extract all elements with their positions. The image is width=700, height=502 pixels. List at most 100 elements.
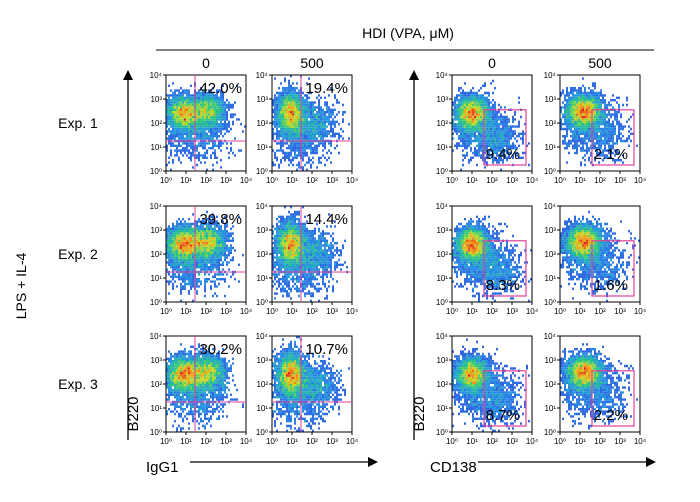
density-cells bbox=[276, 352, 328, 404]
density-cells bbox=[586, 369, 588, 372]
figure-title: HDI (VPA, μM) bbox=[362, 25, 454, 41]
density-cells bbox=[170, 362, 214, 387]
x-tick-label: 10⁴ bbox=[526, 176, 539, 185]
density-cells bbox=[166, 357, 224, 399]
density-cells bbox=[454, 225, 502, 276]
density-cells bbox=[572, 230, 596, 252]
density-cells bbox=[470, 111, 472, 114]
density-cells bbox=[272, 82, 344, 169]
density-cells bbox=[280, 96, 318, 133]
density-cells bbox=[286, 234, 288, 238]
density-cells bbox=[290, 111, 292, 114]
y-tick-label: 10¹ bbox=[544, 274, 556, 283]
density-cells bbox=[470, 234, 480, 245]
x-tick-label: 10² bbox=[486, 437, 498, 446]
density-cells bbox=[282, 362, 302, 387]
density-cells bbox=[452, 338, 530, 432]
density-cells bbox=[464, 232, 482, 254]
density-cells bbox=[476, 237, 478, 240]
density-cells bbox=[584, 242, 586, 245]
x-tick-label: 10³ bbox=[506, 176, 518, 185]
y-tick-label: 10¹ bbox=[436, 143, 448, 152]
density-cells bbox=[288, 362, 296, 372]
x-tick-label: 10⁰ bbox=[160, 307, 172, 316]
density-cells bbox=[476, 372, 478, 377]
density-cells bbox=[468, 364, 476, 382]
y-tick-label: 10⁴ bbox=[436, 202, 449, 211]
density-cells bbox=[172, 364, 208, 382]
density-cells bbox=[574, 362, 596, 382]
y-tick-label: 10¹ bbox=[544, 143, 556, 152]
y-tick-label: 10⁰ bbox=[150, 428, 162, 437]
x-tick-label: 10¹ bbox=[574, 437, 586, 446]
x-tick-label: 10⁴ bbox=[240, 437, 253, 446]
percent-label: 39.8% bbox=[199, 211, 242, 228]
density-cells bbox=[478, 113, 480, 116]
density-cells bbox=[168, 96, 220, 128]
density-points bbox=[166, 343, 244, 432]
density-cells bbox=[564, 94, 602, 131]
density-cells bbox=[464, 234, 478, 254]
x-tick-label: 10² bbox=[486, 176, 498, 185]
density-cells bbox=[468, 242, 478, 252]
density-cells bbox=[462, 364, 482, 387]
y-tick-label: 10¹ bbox=[544, 404, 556, 413]
density-cells bbox=[462, 369, 478, 382]
percent-label: 2.1% bbox=[593, 146, 628, 163]
x-tick-label: 10⁴ bbox=[526, 437, 539, 446]
density-cells bbox=[470, 372, 478, 384]
y-tick-label: 10¹ bbox=[436, 274, 448, 283]
density-cells bbox=[168, 91, 230, 147]
density-cells bbox=[452, 79, 530, 171]
density-points bbox=[272, 75, 350, 171]
y-tick-label: 10¹ bbox=[150, 404, 162, 413]
density-cells bbox=[582, 108, 584, 111]
density-cells bbox=[456, 227, 504, 286]
y-tick-label: 10³ bbox=[544, 356, 556, 365]
x-tick-label: 10⁰ bbox=[446, 437, 458, 446]
density-cells bbox=[166, 355, 228, 408]
density-cells bbox=[470, 108, 476, 116]
density-cells bbox=[290, 372, 298, 377]
y-tick-label: 10³ bbox=[436, 95, 448, 104]
density-cells bbox=[586, 239, 588, 242]
x-tick-label: 10⁴ bbox=[634, 307, 647, 316]
density-cells bbox=[182, 242, 200, 247]
density-cells bbox=[292, 376, 294, 380]
density-cells bbox=[470, 244, 472, 247]
x-tick-label: 10⁴ bbox=[346, 176, 359, 185]
density-cells bbox=[582, 101, 590, 116]
y-tick-label: 10⁴ bbox=[436, 71, 449, 80]
x-tick-label: 10⁴ bbox=[526, 307, 539, 316]
x-tick-label: 10¹ bbox=[180, 437, 192, 446]
dose-label: 0 bbox=[202, 55, 210, 71]
density-cells bbox=[560, 348, 626, 423]
x-arrowhead-left bbox=[368, 457, 378, 467]
y-tick-label: 10⁴ bbox=[544, 71, 557, 80]
y-tick-label: 10⁰ bbox=[544, 428, 556, 437]
density-cells bbox=[280, 355, 308, 399]
x-axis-title-igg1: IgG1 bbox=[146, 459, 179, 476]
density-cells bbox=[564, 357, 602, 389]
density-cells bbox=[190, 108, 202, 114]
y-tick-label: 10² bbox=[436, 119, 448, 128]
density-cells bbox=[578, 367, 592, 384]
density-cells bbox=[464, 369, 482, 377]
density-cells bbox=[462, 103, 484, 121]
density-cells bbox=[292, 113, 294, 116]
density-cells bbox=[290, 367, 298, 380]
x-tick-label: 10³ bbox=[220, 307, 232, 316]
density-cells bbox=[584, 244, 586, 247]
percent-label: 8.7% bbox=[485, 407, 520, 424]
density-cells bbox=[166, 348, 234, 423]
density-cells bbox=[570, 225, 606, 262]
density-points bbox=[452, 338, 530, 432]
density-cells bbox=[176, 232, 216, 254]
x-tick-label: 10⁴ bbox=[634, 176, 647, 185]
density-cells bbox=[456, 230, 482, 259]
y-arrowhead-left bbox=[123, 70, 133, 80]
x-tick-label: 10⁰ bbox=[554, 307, 566, 316]
x-tick-label: 10¹ bbox=[574, 307, 586, 316]
density-points bbox=[166, 82, 246, 171]
y-tick-label: 10² bbox=[256, 250, 268, 259]
